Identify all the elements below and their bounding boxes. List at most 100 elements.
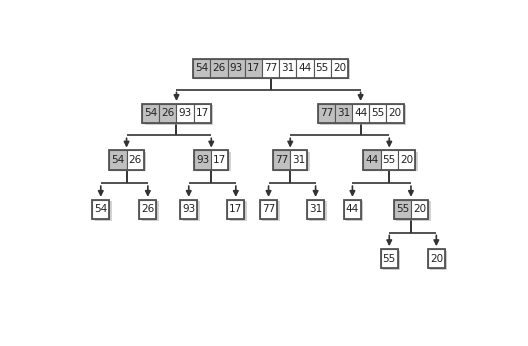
Bar [398,151,415,170]
Bar [245,58,262,78]
Bar [381,249,398,268]
Text: 55: 55 [316,63,329,73]
Text: 77: 77 [319,108,333,118]
Bar [196,152,231,171]
Bar [352,104,369,123]
Bar [109,151,144,170]
Bar [159,104,176,123]
Bar [344,200,361,219]
Text: 44: 44 [365,155,379,165]
Bar [211,58,228,78]
Bar [307,200,324,219]
Text: 54: 54 [195,63,209,73]
Bar [307,200,324,219]
Bar [318,104,403,123]
Text: 26: 26 [128,155,142,165]
Bar [320,106,406,125]
Bar [176,104,194,123]
Bar [95,201,112,220]
Bar [296,58,314,78]
Text: 31: 31 [309,204,322,215]
Bar [344,200,361,219]
Bar [196,60,351,79]
Bar [194,104,211,123]
Bar [276,152,310,171]
Bar [366,152,418,171]
Bar [411,200,428,219]
Bar [145,106,213,125]
Bar [428,249,445,268]
Text: 93: 93 [196,155,209,165]
Text: 44: 44 [346,204,359,215]
Bar [430,251,447,270]
Text: 54: 54 [94,204,107,215]
Text: 77: 77 [264,63,277,73]
Bar [92,200,109,219]
Text: 20: 20 [413,204,426,215]
Bar [142,201,159,220]
Text: 55: 55 [383,155,396,165]
Bar [228,58,245,78]
Bar [139,200,156,219]
Text: 31: 31 [337,108,350,118]
Text: 17: 17 [247,63,260,73]
Bar [139,200,156,219]
Text: 55: 55 [383,254,396,264]
Text: 26: 26 [212,63,225,73]
Bar [262,201,280,220]
Text: 93: 93 [178,108,192,118]
Bar [112,152,146,171]
Text: 31: 31 [281,63,295,73]
Bar [309,201,327,220]
Text: 93: 93 [230,63,243,73]
Bar [193,58,348,78]
Text: 20: 20 [333,63,346,73]
Text: 44: 44 [354,108,367,118]
Bar [273,151,307,170]
Bar [383,251,400,270]
Bar [211,151,229,170]
Bar [314,58,331,78]
Bar [194,151,229,170]
Bar [260,200,277,219]
Bar [318,104,335,123]
Bar [363,151,415,170]
Bar [386,104,403,123]
Bar [428,249,445,268]
Bar [273,151,290,170]
Bar [331,58,348,78]
Bar [394,200,411,219]
Bar [369,104,386,123]
Text: 31: 31 [292,155,306,165]
Text: 54: 54 [144,108,157,118]
Bar [335,104,352,123]
Bar [230,201,247,220]
Bar [381,249,398,268]
Bar [394,200,428,219]
Bar [396,201,431,220]
Bar [183,201,200,220]
Bar [381,151,398,170]
Text: 55: 55 [371,108,384,118]
Bar [127,151,144,170]
Bar [290,151,307,170]
Bar [227,200,244,219]
Bar [109,151,127,170]
Text: 93: 93 [182,204,195,215]
Text: 17: 17 [196,108,209,118]
Bar [142,104,159,123]
Text: 20: 20 [400,155,413,165]
Text: 26: 26 [141,204,155,215]
Bar [180,200,197,219]
Text: 26: 26 [161,108,175,118]
Bar [227,200,244,219]
Bar [193,58,211,78]
Bar [363,151,381,170]
Text: 17: 17 [229,204,242,215]
Text: 44: 44 [298,63,312,73]
Text: 77: 77 [262,204,275,215]
Bar [142,104,211,123]
Text: 17: 17 [213,155,227,165]
Bar [194,151,211,170]
Bar [180,200,197,219]
